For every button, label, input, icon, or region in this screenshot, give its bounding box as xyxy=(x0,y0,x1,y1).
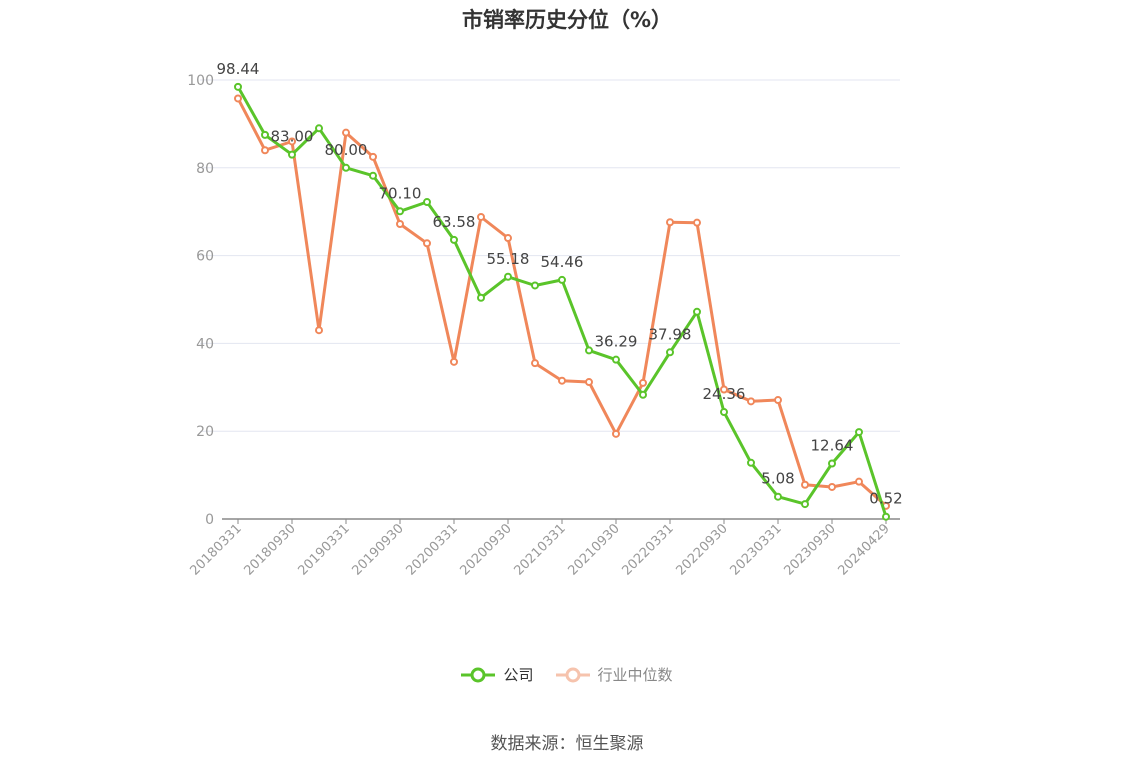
series-0-point xyxy=(774,492,782,501)
series-0-point xyxy=(531,281,539,290)
series-0-point xyxy=(504,272,512,281)
legend-item-company[interactable]: 公司 xyxy=(461,664,534,685)
x-tick-label: 20230331 xyxy=(727,521,784,578)
series-1-point xyxy=(423,239,431,248)
series-0-point xyxy=(855,428,863,437)
grid-lines xyxy=(200,79,900,432)
x-tick-label: 20230930 xyxy=(781,521,838,578)
series-1-point xyxy=(720,385,728,394)
series-1-point xyxy=(531,359,539,368)
series-0-point xyxy=(234,82,242,91)
series-1-point xyxy=(261,146,269,155)
industry-legend-icon xyxy=(555,667,590,682)
data-source-note: 数据来源：恒生聚源 xyxy=(490,734,644,754)
x-tick-label: 20210331 xyxy=(511,521,568,578)
company-legend-icon xyxy=(461,667,496,682)
series-0-point xyxy=(801,500,809,509)
series-0-point xyxy=(747,458,755,467)
series-1-point xyxy=(774,396,782,405)
y-tick-label: 40 xyxy=(196,336,214,352)
x-tick-label: 20220331 xyxy=(619,521,676,578)
data-labels: 98.44 83.00 80.00 70.10 63.58 55.18 54.46 36.29… xyxy=(217,60,903,508)
series-1-point xyxy=(693,218,701,227)
series-1-point xyxy=(288,137,296,146)
series-0-point xyxy=(342,163,350,172)
series-1-point xyxy=(828,482,836,491)
data-label: 24.36 xyxy=(703,385,746,403)
series-0-point xyxy=(666,348,674,357)
series-1-point xyxy=(747,397,755,406)
data-label: 80.00 xyxy=(325,141,368,159)
legend: 公司 行业中位数 xyxy=(0,664,1134,685)
data-label: 0.52 xyxy=(869,490,902,508)
series-0-point xyxy=(396,207,404,216)
series-0-point xyxy=(882,512,890,521)
data-label: 55.18 xyxy=(487,250,530,268)
legend-item-industry-median[interactable]: 行业中位数 xyxy=(555,664,673,685)
series-1-point xyxy=(450,357,458,366)
y-tick-label: 100 xyxy=(187,73,214,89)
y-tick-label: 20 xyxy=(196,424,214,440)
data-label: 37.98 xyxy=(649,325,692,343)
x-tick-label: 20190331 xyxy=(295,521,352,578)
series-0-point xyxy=(261,130,269,139)
series-1-point xyxy=(369,152,377,161)
data-label: 5.08 xyxy=(761,470,794,488)
series-1-point xyxy=(504,234,512,243)
y-tick-label: 0 xyxy=(205,512,214,528)
series-0-point xyxy=(639,390,647,399)
x-tick-label: 20210930 xyxy=(565,521,622,578)
series-0-point xyxy=(288,150,296,159)
series-0-point xyxy=(477,293,485,302)
series-1-point xyxy=(801,480,809,489)
series-line-1 xyxy=(236,97,887,507)
legend-label-company: 公司 xyxy=(503,666,534,684)
series-1-point xyxy=(585,378,593,387)
series-0-point xyxy=(450,235,458,244)
series-0-point xyxy=(693,307,701,316)
y-tick-label: 60 xyxy=(196,249,214,265)
chart-title: 市销率历史分位（%） xyxy=(461,8,673,32)
series-lines xyxy=(234,82,890,521)
x-tick-label: 20180331 xyxy=(187,521,244,578)
series-1-point xyxy=(396,219,404,228)
series-0-point xyxy=(585,346,593,355)
series-1-point xyxy=(639,378,647,387)
data-label: 54.46 xyxy=(541,253,584,271)
x-tick-label: 20190930 xyxy=(349,521,406,578)
series-1-point xyxy=(666,218,674,227)
series-1-point xyxy=(477,212,485,221)
x-tick-label: 20240429 xyxy=(835,521,892,578)
series-1-point xyxy=(234,94,242,103)
series-0-point xyxy=(423,198,431,207)
x-tick-label: 20180930 xyxy=(241,521,298,578)
data-label: 83.00 xyxy=(271,128,314,146)
data-label: 70.10 xyxy=(379,184,422,202)
y-tick-label: 80 xyxy=(196,161,214,177)
series-1-point xyxy=(315,326,323,335)
series-0-point xyxy=(558,275,566,284)
data-label: 98.44 xyxy=(217,60,260,78)
series-0-point xyxy=(369,171,377,180)
series-1-point xyxy=(558,376,566,385)
series-1-point xyxy=(342,128,350,137)
series-1-point xyxy=(855,477,863,486)
data-label: 36.29 xyxy=(595,333,638,351)
series-0-point xyxy=(612,355,620,364)
series-0-point xyxy=(315,124,323,133)
series-1-point xyxy=(612,429,620,438)
series-0-point xyxy=(720,408,728,417)
x-tick-label: 20200331 xyxy=(403,521,460,578)
x-tick-label: 20220930 xyxy=(673,521,730,578)
data-label: 63.58 xyxy=(433,213,476,231)
series-0-point xyxy=(828,459,836,468)
legend-label-industry-median: 行业中位数 xyxy=(597,666,673,684)
data-label: 12.64 xyxy=(811,437,854,455)
x-tick-label: 20200930 xyxy=(457,521,514,578)
